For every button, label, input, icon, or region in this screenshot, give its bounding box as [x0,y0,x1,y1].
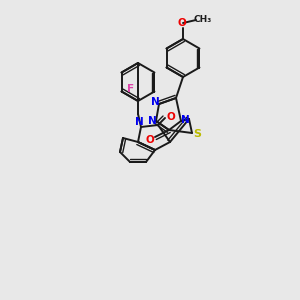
Text: S: S [193,129,201,139]
Text: N: N [151,97,159,107]
Text: N: N [181,115,189,125]
Text: CH₃: CH₃ [194,14,212,23]
Text: O: O [178,18,186,28]
Text: N: N [135,117,143,127]
Text: F: F [127,85,134,94]
Text: O: O [146,135,154,145]
Text: O: O [167,112,176,122]
Text: N: N [148,116,156,126]
